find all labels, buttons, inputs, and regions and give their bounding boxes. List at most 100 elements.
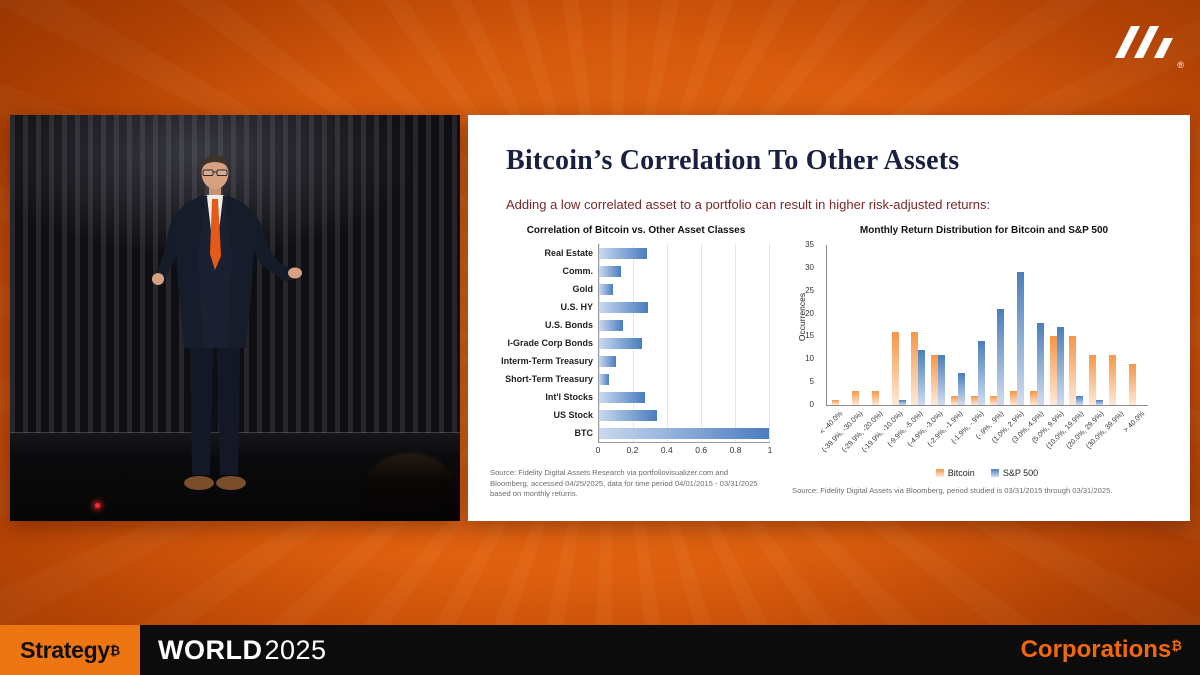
correlation-bar-track [598,280,770,298]
footer-right-text: Corporations [1020,636,1172,663]
correlation-bar-track [598,262,770,280]
hist-bar-s-p-500 [997,309,1005,405]
correlation-row: Comm. [490,262,782,280]
histogram-chart-title: Monthly Return Distribution for Bitcoin … [859,225,1109,236]
correlation-row: U.S. Bonds [490,316,782,334]
correlation-row: I-Grade Corp Bonds [490,334,782,352]
correlation-bar-track [598,406,770,424]
footer-brand-btc-glyph: ₿ [109,642,120,658]
hist-xlabels: < -40.0% (-39.9%, -30.0%) (-29.9%, -20.0%)… [817,406,1148,468]
correlation-category-label: US Stock [553,410,593,420]
hist-bar-bitcoin [871,391,879,405]
hist-bar-bitcoin [931,354,939,405]
correlation-bar-track [598,316,770,334]
correlation-bar [599,337,642,349]
correlation-bar-track [598,370,770,388]
legend-item: Bitcoin [935,468,975,478]
correlation-bar [599,265,622,277]
hist-bin-group [1089,245,1104,405]
hist-bar-s-p-500 [1036,322,1044,405]
hist-bin-group [911,245,926,405]
hist-bar-s-p-500 [1017,272,1025,405]
hist-yaxis: 0 5 10 15 20 25 30 35 [800,240,818,409]
strategy-logo-icon: ® [1112,22,1184,70]
hist-ytick-label: 30 [805,262,814,272]
hist-bar-bitcoin [891,331,899,405]
hist-bar-bitcoin [1029,391,1037,405]
hist-bar-bitcoin [950,395,958,405]
correlation-row: BTC [490,424,782,442]
correlation-category-label: Comm. [562,266,593,276]
correlation-bar [599,409,657,421]
hist-ytick-label: 0 [809,400,814,409]
hist-ytick-label: 10 [805,354,814,364]
hist-bin-group [871,245,887,405]
hist-bar-s-p-500 [977,341,985,405]
hist-ytick-label: 20 [805,308,814,318]
footer-brand-text: Strategy [20,636,110,663]
hist-bar-s-p-500 [1076,395,1084,405]
correlation-bar [599,283,613,295]
audience-silhouette [362,453,458,521]
footer-event-word: WORLD [158,634,263,665]
hist-bin-group [1069,245,1084,405]
hist-ytick-label: 15 [805,331,814,341]
correlation-category-label: U.S. HY [560,302,593,312]
correlation-chart: Correlation of Bitcoin vs. Other Asset C… [490,225,782,500]
hist-bin-group [1128,245,1143,405]
hist-ytick-label: 5 [809,377,814,387]
hist-bin-group [1108,245,1124,405]
hist-bar-s-p-500 [918,350,926,405]
correlation-xtick-label: 0.4 [660,445,673,455]
correlation-bar [599,391,645,403]
hist-bar-bitcoin [1010,391,1018,405]
correlation-bar-track [598,334,770,352]
slide-title: Bitcoin’s Correlation To Other Assets [506,145,960,176]
correlation-bar-track [598,298,770,316]
hist-bin-group [950,245,966,405]
hist-ytick-label: 35 [805,240,814,249]
correlation-category-label: Int'l Stocks [545,392,593,402]
correlation-bar-track [598,244,770,262]
correlation-xtick-label: 0.6 [695,445,708,455]
hist-bar-s-p-500 [957,373,965,405]
legend-item: S&P 500 [990,468,1039,478]
correlation-category-label: Interm-Term Treasury [501,356,593,366]
hist-plot [826,245,1148,406]
hist-bar-bitcoin [1108,354,1116,405]
correlation-category-label: BTC [574,428,594,438]
registered-mark: ® [1177,60,1184,70]
correlation-xaxis: 0 0.2 0.4 0.6 0.8 1 [595,443,773,456]
correlation-bar [599,319,623,331]
hist-bar-bitcoin [1089,354,1097,405]
hist-bar-s-p-500 [898,400,906,405]
correlation-xtick-label: 0 [595,445,601,455]
hist-bar-s-p-500 [1096,400,1104,405]
correlation-row: Real Estate [490,244,782,262]
hist-legend: Bitcoin S&P 500 [826,468,1148,478]
correlation-xtick-label: 0.2 [626,445,639,455]
hist-bin-group [1049,245,1064,405]
correlation-row: Short-Term Treasury [490,370,782,388]
hist-bin-group [1029,245,1045,405]
footer-right-btc-glyph: ₿ [1171,638,1182,654]
correlation-bar [599,301,649,313]
correlation-row: Gold [490,280,782,298]
correlation-category-label: Real Estate [544,248,593,258]
video-panel [10,115,460,521]
hist-bar-bitcoin [832,400,840,405]
hist-bin-group [891,245,906,405]
histogram-chart: Monthly Return Distribution for Bitcoin … [786,225,1182,495]
legend-label: S&P 500 [1002,468,1039,478]
correlation-row: Interm-Term Treasury [490,352,782,370]
correlation-chart-title: Correlation of Bitcoin vs. Other Asset C… [526,225,746,236]
hist-bin-group [970,245,985,405]
correlation-category-label: Short-Term Treasury [505,374,593,384]
correlation-axis-line [598,442,770,443]
hist-bar-bitcoin [1069,336,1077,405]
histogram-source-note: Source: Fidelity Digital Assets via Bloo… [792,486,1113,495]
hist-bar-bitcoin [970,395,978,405]
correlation-bar-track [598,388,770,406]
hist-ytick-label: 25 [805,285,814,295]
